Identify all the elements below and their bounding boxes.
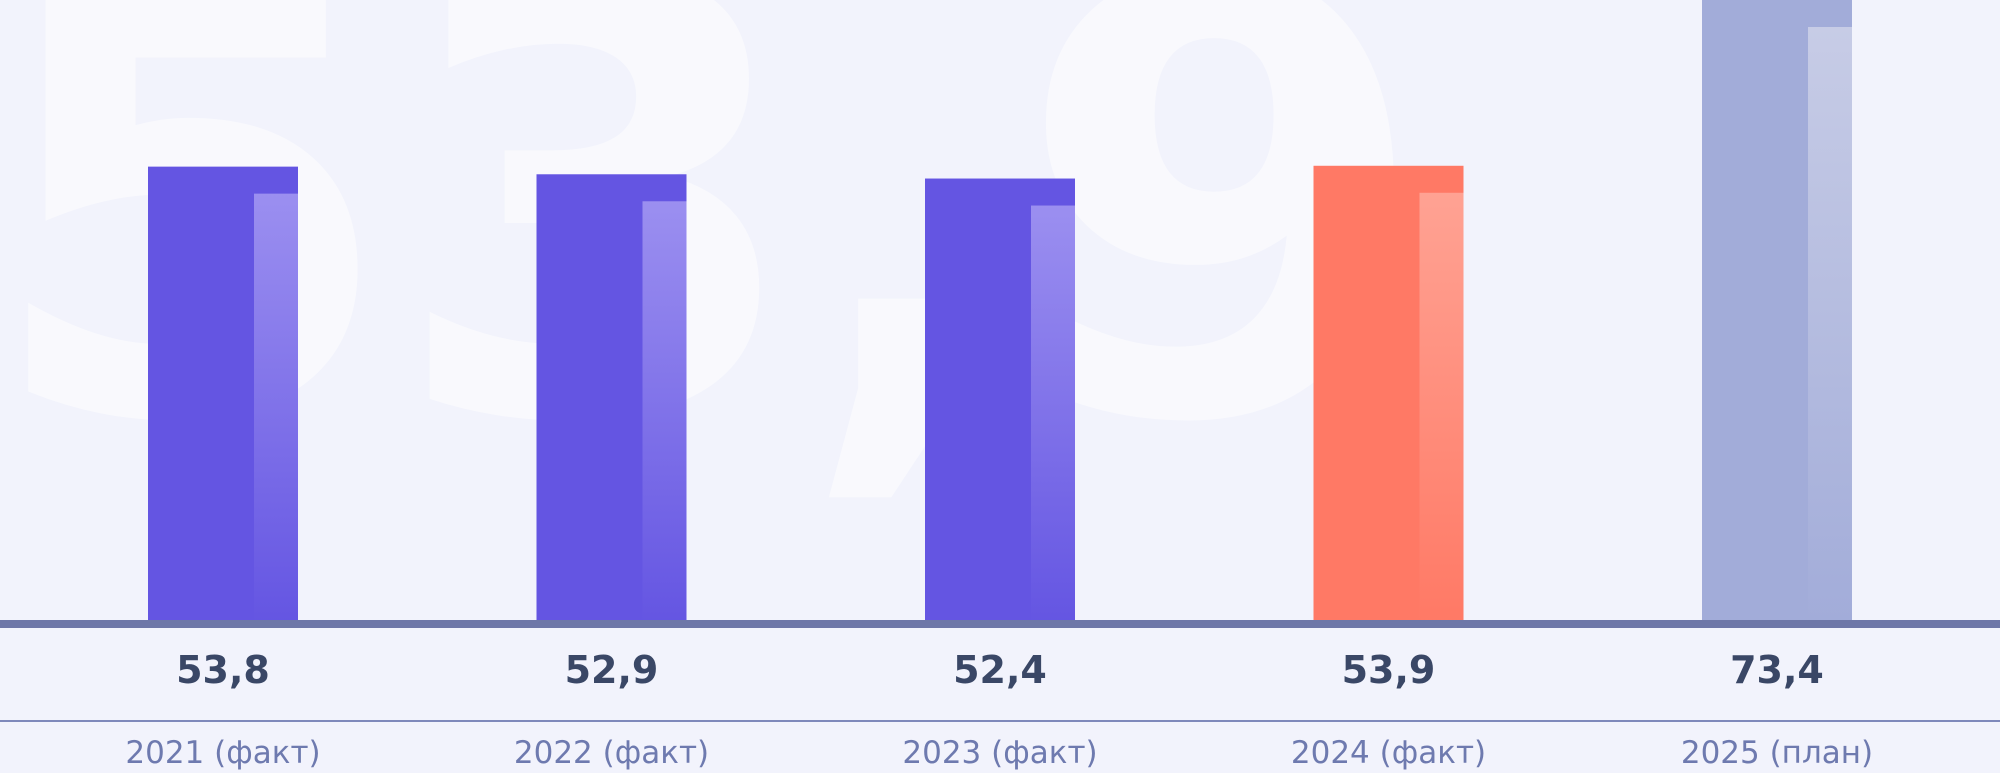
bar-value-label: 73,4 <box>1730 648 1824 692</box>
bar-value-label: 52,4 <box>953 648 1047 692</box>
category-label: 2021 (факт) <box>125 735 321 771</box>
bar-highlight-4 <box>1808 27 1852 624</box>
bar-value-label: 53,8 <box>176 648 270 692</box>
bar-highlight-1 <box>642 201 687 624</box>
category-label: 2025 (план) <box>1680 735 1874 771</box>
bar-highlight-3 <box>1419 192 1464 625</box>
category-label: 2024 (факт) <box>1290 735 1487 771</box>
bar-highlight-2 <box>1031 205 1075 624</box>
x-axis-line <box>0 620 2000 628</box>
category-label: 2023 (факт) <box>902 735 1098 771</box>
bar-highlight-0 <box>254 193 298 624</box>
category-label: 2022 (факт) <box>513 735 710 771</box>
bar-value-label: 52,9 <box>564 648 659 692</box>
bar-value-label: 53,9 <box>1341 648 1436 692</box>
separator-line <box>0 720 2000 722</box>
